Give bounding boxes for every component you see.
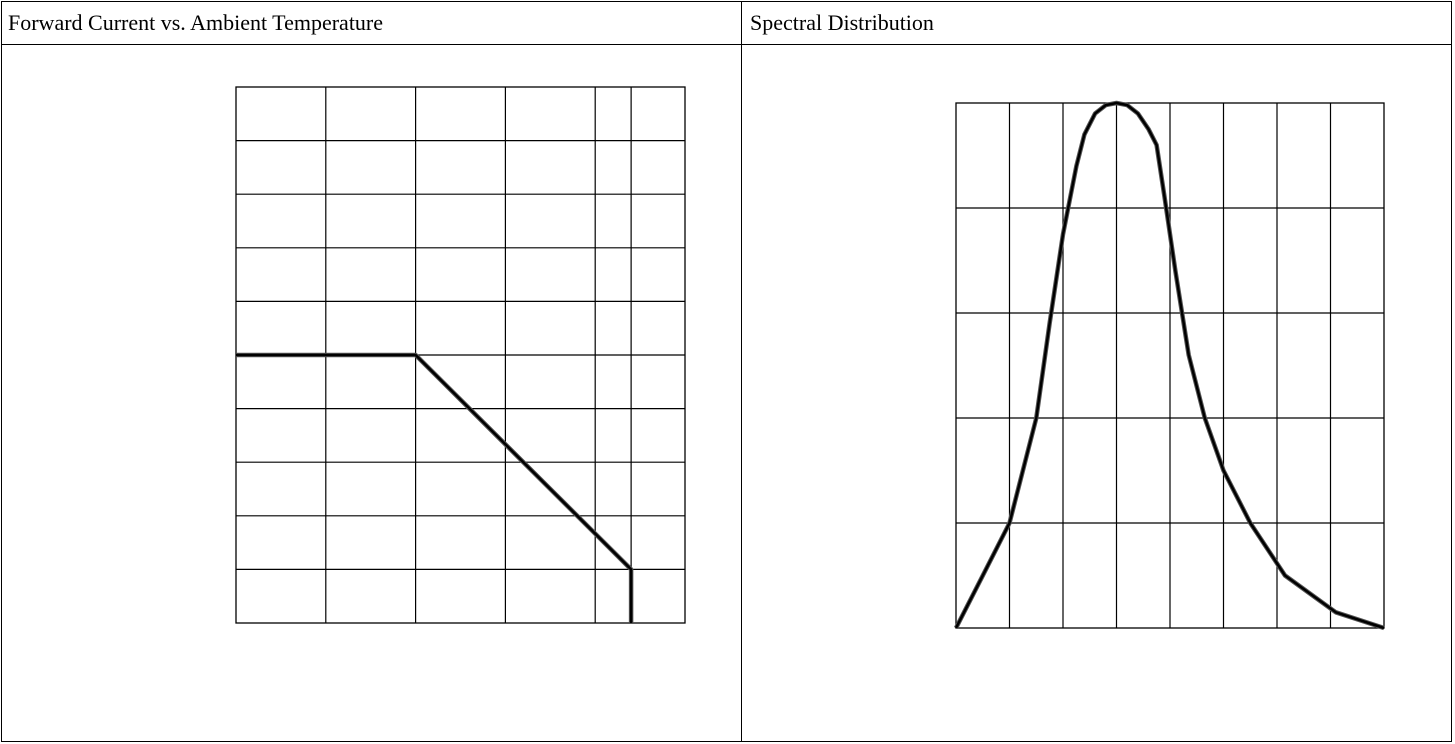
- series-line: [236, 353, 633, 623]
- table-header-divider: [1, 44, 1452, 45]
- series-line-shadow: [236, 352, 634, 623]
- right-chart-title: Spectral Distribution: [750, 10, 934, 35]
- forward-current-chart: [235, 86, 686, 624]
- left-chart-title: Forward Current vs. Ambient Temperature: [8, 10, 384, 35]
- plot-border: [955, 102, 1385, 629]
- table-column-divider: [741, 1, 742, 742]
- spectral-distribution-chart: [953, 100, 1385, 631]
- series-line: [954, 101, 1385, 630]
